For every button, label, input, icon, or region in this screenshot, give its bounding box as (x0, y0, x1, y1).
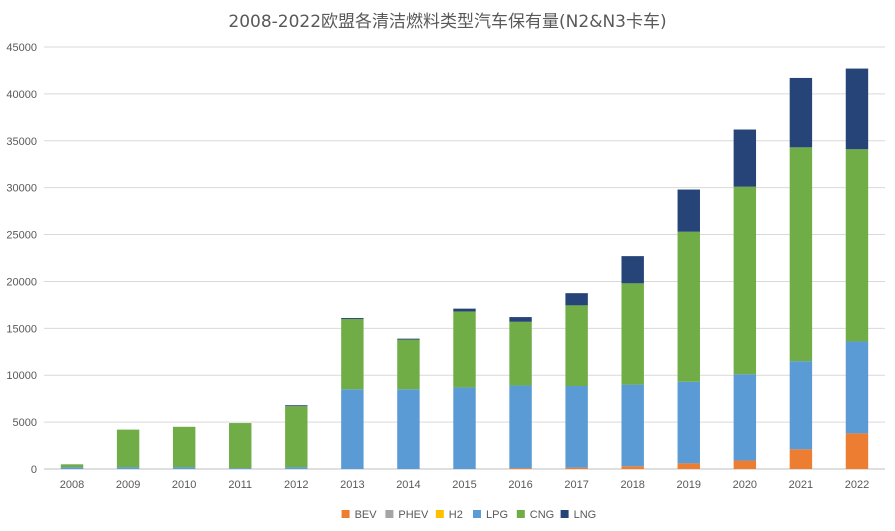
x-tick-label: 2020 (733, 479, 757, 491)
x-tick-label: 2010 (172, 479, 196, 491)
x-tick-label: 2009 (116, 479, 140, 491)
bar-lpg-2012 (285, 467, 308, 469)
y-tick-label: 10000 (6, 370, 37, 382)
bar-bev-2021 (789, 449, 813, 469)
y-tick-label: 45000 (6, 42, 37, 54)
legend-label: LPG (486, 509, 508, 521)
y-tick-label: 20000 (6, 276, 37, 288)
x-tick-label: 2014 (396, 479, 420, 491)
y-tick-label: 40000 (6, 89, 37, 101)
bar-cng-2019 (677, 231, 700, 382)
bar-bev-2020 (733, 460, 757, 469)
y-tick-label: 15000 (6, 323, 37, 335)
bar-bev-2018 (621, 466, 644, 469)
x-tick-label: 2011 (228, 479, 252, 491)
bar-lpg-2015 (453, 387, 476, 469)
legend-swatch (341, 510, 350, 518)
bar-lng-2022 (845, 68, 869, 150)
bar-cng-2018 (621, 283, 644, 385)
x-tick-label: 2021 (789, 479, 813, 491)
bar-cng-2022 (845, 149, 869, 342)
x-tick-label: 2015 (452, 479, 476, 491)
bar-lng-2017 (565, 293, 588, 306)
legend: BEV PHEV H2 LPG CNG LNG (341, 509, 597, 521)
bar-lng-2013 (341, 318, 364, 319)
chart-title: 2008-2022欧盟各清洁燃料类型汽车保有量(N2&N3卡车) (228, 12, 667, 32)
x-tick-label: 2008 (60, 479, 84, 491)
bar-cng-2021 (789, 147, 813, 362)
bar-lng-2019 (677, 189, 700, 232)
bar-cng-2010 (172, 426, 196, 468)
y-tick-label: 30000 (6, 183, 37, 195)
x-tick-label: 2019 (677, 479, 701, 491)
bar-lng-2018 (621, 256, 644, 284)
y-tick-label: 0 (31, 464, 37, 476)
bar-lpg-2010 (172, 467, 196, 469)
bar-bev-2019 (677, 463, 700, 469)
legend-label: H2 (449, 509, 463, 521)
bar-lpg-2017 (565, 386, 588, 468)
x-tick-label: 2012 (284, 479, 308, 491)
x-tick-label: 2018 (620, 479, 644, 491)
legend-label: PHEV (398, 509, 429, 521)
bar-lng-2012 (285, 405, 308, 407)
legend-label: CNG (530, 509, 554, 521)
bar-cng-2011 (229, 423, 252, 469)
x-axis-ticks: 2008 2009 2010 2011 2012 2013 2014 2015 2016 2017… (60, 479, 869, 491)
legend-item-bev: BEV (341, 509, 378, 521)
bar-lpg-2014 (397, 389, 420, 469)
bars (60, 68, 869, 469)
bar-cng-2015 (453, 311, 476, 388)
legend-swatch (560, 510, 569, 518)
bar-lpg-2009 (116, 467, 140, 469)
bar-bev-2022 (845, 433, 869, 469)
bar-lpg-2008 (60, 467, 84, 469)
bar-lpg-2013 (341, 389, 364, 469)
bar-cng-2008 (60, 464, 84, 468)
bar-cng-2017 (565, 305, 588, 387)
bar-lng-2020 (733, 129, 757, 187)
bar-lng-2016 (509, 317, 532, 322)
bar-lng-2014 (397, 338, 420, 340)
bar-cng-2013 (341, 318, 364, 390)
legend-label: LNG (574, 509, 597, 521)
bar-bev-2017 (565, 467, 588, 469)
x-tick-label: 2022 (845, 479, 869, 491)
legend-swatch (435, 510, 444, 518)
x-tick-label: 2016 (508, 479, 532, 491)
y-tick-label: 35000 (6, 136, 37, 148)
y-tick-label: 5000 (13, 417, 37, 429)
legend-item-cng: CNG (516, 509, 554, 521)
bar-lpg-2019 (677, 381, 700, 464)
bar-lng-2015 (453, 308, 476, 312)
bar-lpg-2018 (621, 384, 644, 467)
bar-bev-2016 (509, 468, 532, 469)
legend-swatch (516, 510, 525, 518)
bar-lpg-2020 (733, 374, 757, 461)
legend-item-phev: PHEV (385, 509, 429, 521)
x-tick-label: 2017 (564, 479, 588, 491)
bar-cng-2020 (733, 186, 757, 375)
legend-item-lpg: LPG (473, 509, 508, 521)
y-axis-ticks: 0 5000 10000 15000 20000 25000 30000 35000 40000… (6, 42, 37, 476)
bar-cng-2016 (509, 321, 532, 386)
legend-swatch (473, 510, 481, 518)
legend-swatch (385, 510, 394, 518)
bar-cng-2014 (397, 339, 420, 390)
legend-label: BEV (355, 509, 378, 521)
legend-item-lng: LNG (560, 509, 597, 521)
bar-lng-2021 (789, 77, 813, 148)
x-tick-label: 2013 (340, 479, 364, 491)
bar-cng-2012 (285, 406, 308, 468)
bar-cng-2009 (116, 429, 140, 468)
bar-lpg-2011 (229, 468, 252, 469)
legend-item-h2: H2 (435, 509, 463, 521)
bar-lpg-2022 (845, 341, 869, 434)
bar-lpg-2016 (509, 385, 532, 469)
y-tick-label: 25000 (6, 230, 37, 242)
bar-lpg-2021 (789, 361, 813, 450)
